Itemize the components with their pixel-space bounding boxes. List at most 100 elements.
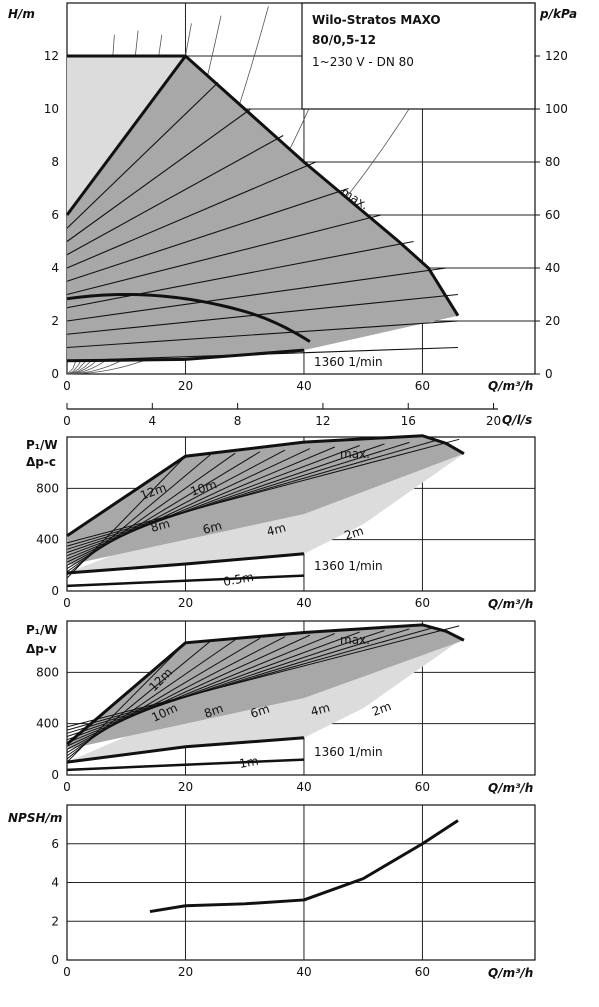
npsh-xlabel: Q/m³/h <box>488 966 533 980</box>
power-dpc-control-line <box>66 448 311 563</box>
power-dpv-control-line <box>66 631 360 741</box>
power-dpc-speed-label: 1360 1/min <box>314 559 383 573</box>
power-dpc-ytick-label: 400 <box>36 533 59 547</box>
npsh-ytick-label: 2 <box>51 914 59 928</box>
head-max-curve <box>67 54 460 317</box>
head-xtick-label: 0 <box>63 379 71 393</box>
head-ylabel-right: p/kPa <box>539 7 577 21</box>
head-control-line <box>66 187 349 282</box>
power-dpv-control-line <box>66 625 460 728</box>
head-low-speed-curve <box>66 292 311 343</box>
npsh-ticks: 0 20 40 60 0 2 4 6 <box>51 837 430 979</box>
power-dpv-max-curve <box>66 623 465 746</box>
head-right-tick-label: 60 <box>545 208 560 222</box>
power-dpc-marks <box>66 434 465 588</box>
head-right-tick-label: 100 <box>545 102 568 116</box>
power-dpc-control-line <box>66 443 385 553</box>
power-dpc-ytick-label: 0 <box>51 584 59 598</box>
power-dpv-4m: 4m <box>309 700 331 719</box>
npsh-xtick-label: 40 <box>296 965 311 979</box>
power-dpc-xtick-label: 0 <box>63 596 71 610</box>
power-dpc-ticks: 0 20 40 60 0 400 800 <box>36 481 430 610</box>
power-dpc-xtick-label: 20 <box>178 596 193 610</box>
head-control-line <box>66 320 459 349</box>
head-right-tick-label: 20 <box>545 314 560 328</box>
power-dpv-control-line <box>66 626 435 731</box>
head-chart-marks <box>65 6 471 375</box>
power-dpc-control-line <box>66 449 286 566</box>
title-box <box>301 2 536 110</box>
power-dpv-xtick-label: 40 <box>296 780 311 794</box>
head-xtick-label: 60 <box>415 379 430 393</box>
flow-ls-axis: 0 4 8 12 16 20 Q/l/s <box>63 403 532 428</box>
power-dpv-dark-area <box>67 624 464 750</box>
power-dpv-1m: 1m <box>238 754 259 771</box>
head-xtick-label: 20 <box>178 379 193 393</box>
head-control-line <box>66 267 447 322</box>
npsh-grid <box>67 805 535 960</box>
power-dpc-control-line <box>66 440 435 547</box>
power-dpv-frame <box>66 620 536 776</box>
power-dpc-control-line <box>66 438 460 544</box>
npsh-chart-panel: 0 20 40 60 0 2 4 6 NPSH/m Q/m³/h <box>8 804 536 980</box>
npsh-xtick-label: 60 <box>415 965 430 979</box>
power-dpv-control-line <box>66 636 286 750</box>
power-dpc-2m: 2m <box>343 524 366 543</box>
head-xlabel: Q/m³/h <box>488 379 533 393</box>
head-right-tick-label: 120 <box>545 49 568 63</box>
power-dpv-xtick-label: 60 <box>415 780 430 794</box>
power-dpc-05m: 0.5m <box>222 570 255 589</box>
power-dpv-bottom-curve <box>66 758 305 772</box>
head-chart-panel: Wilo-Stratos MAXO 80/0,5-12 1~230 V - DN… <box>8 2 577 393</box>
power-dpv-6m: 6m <box>249 702 272 721</box>
power-dpc-max-label: max. <box>340 447 370 461</box>
power-dpc-frame <box>66 436 536 592</box>
power-dpv-control-line <box>66 634 311 747</box>
npsh-xtick-label: 20 <box>178 965 193 979</box>
power-dpc-control-line <box>66 451 261 569</box>
head-control-line <box>66 135 284 256</box>
npsh-curve <box>149 819 459 914</box>
head-ylabel: H/m <box>8 7 35 21</box>
head-control-line <box>66 214 382 296</box>
power-dpc-max-curve <box>66 434 465 538</box>
power-dpv-8m: 8m <box>202 701 225 721</box>
head-right-tick-label: 0 <box>545 367 553 381</box>
power-dpc-4m: 4m <box>265 520 287 539</box>
npsh-ytick-label: 6 <box>51 837 59 851</box>
power-dpv-xtick-label: 20 <box>178 780 193 794</box>
power-dpv-ytick-label: 0 <box>51 768 59 782</box>
power-dpc-min-curve <box>66 552 305 575</box>
head-ytick-label: 8 <box>51 155 59 169</box>
power-dpc-xlabel: Q/m³/h <box>488 597 533 611</box>
power-dpc-xtick-label: 60 <box>415 596 430 610</box>
power-dpv-min-curve <box>66 736 305 764</box>
head-operating-area <box>67 56 458 361</box>
power-dpv-xlabel: Q/m³/h <box>488 781 533 795</box>
power-dpv-ytick-label: 800 <box>36 665 59 679</box>
power-dpc-ylabel: P₁/W <box>26 438 58 452</box>
power-dpv-control-line <box>66 633 335 744</box>
npsh-ylabel: NPSH/m <box>8 811 62 825</box>
power-dpv-marks <box>66 623 465 772</box>
head-ytick-label: 12 <box>44 49 59 63</box>
ls-tick-label: 20 <box>486 414 501 428</box>
head-left-edge <box>65 55 187 216</box>
head-min-curve <box>66 348 305 363</box>
power-dpv-xtick-label: 0 <box>63 780 71 794</box>
power-dpv-2m: 2m <box>370 699 393 719</box>
power-dpv-speed-label: 1360 1/min <box>314 745 383 759</box>
head-right-tick-label: 40 <box>545 261 560 275</box>
ls-tick-label: 0 <box>63 414 71 428</box>
ls-tick-label: 12 <box>315 414 330 428</box>
head-control-line <box>66 293 459 335</box>
title-line-1: Wilo-Stratos MAXO <box>312 13 441 27</box>
title-line-2: 80/0,5-12 <box>312 33 376 47</box>
speed-label: 1360 1/min <box>314 355 383 369</box>
head-ytick-label: 2 <box>51 314 59 328</box>
ls-tick-label: 16 <box>401 414 416 428</box>
